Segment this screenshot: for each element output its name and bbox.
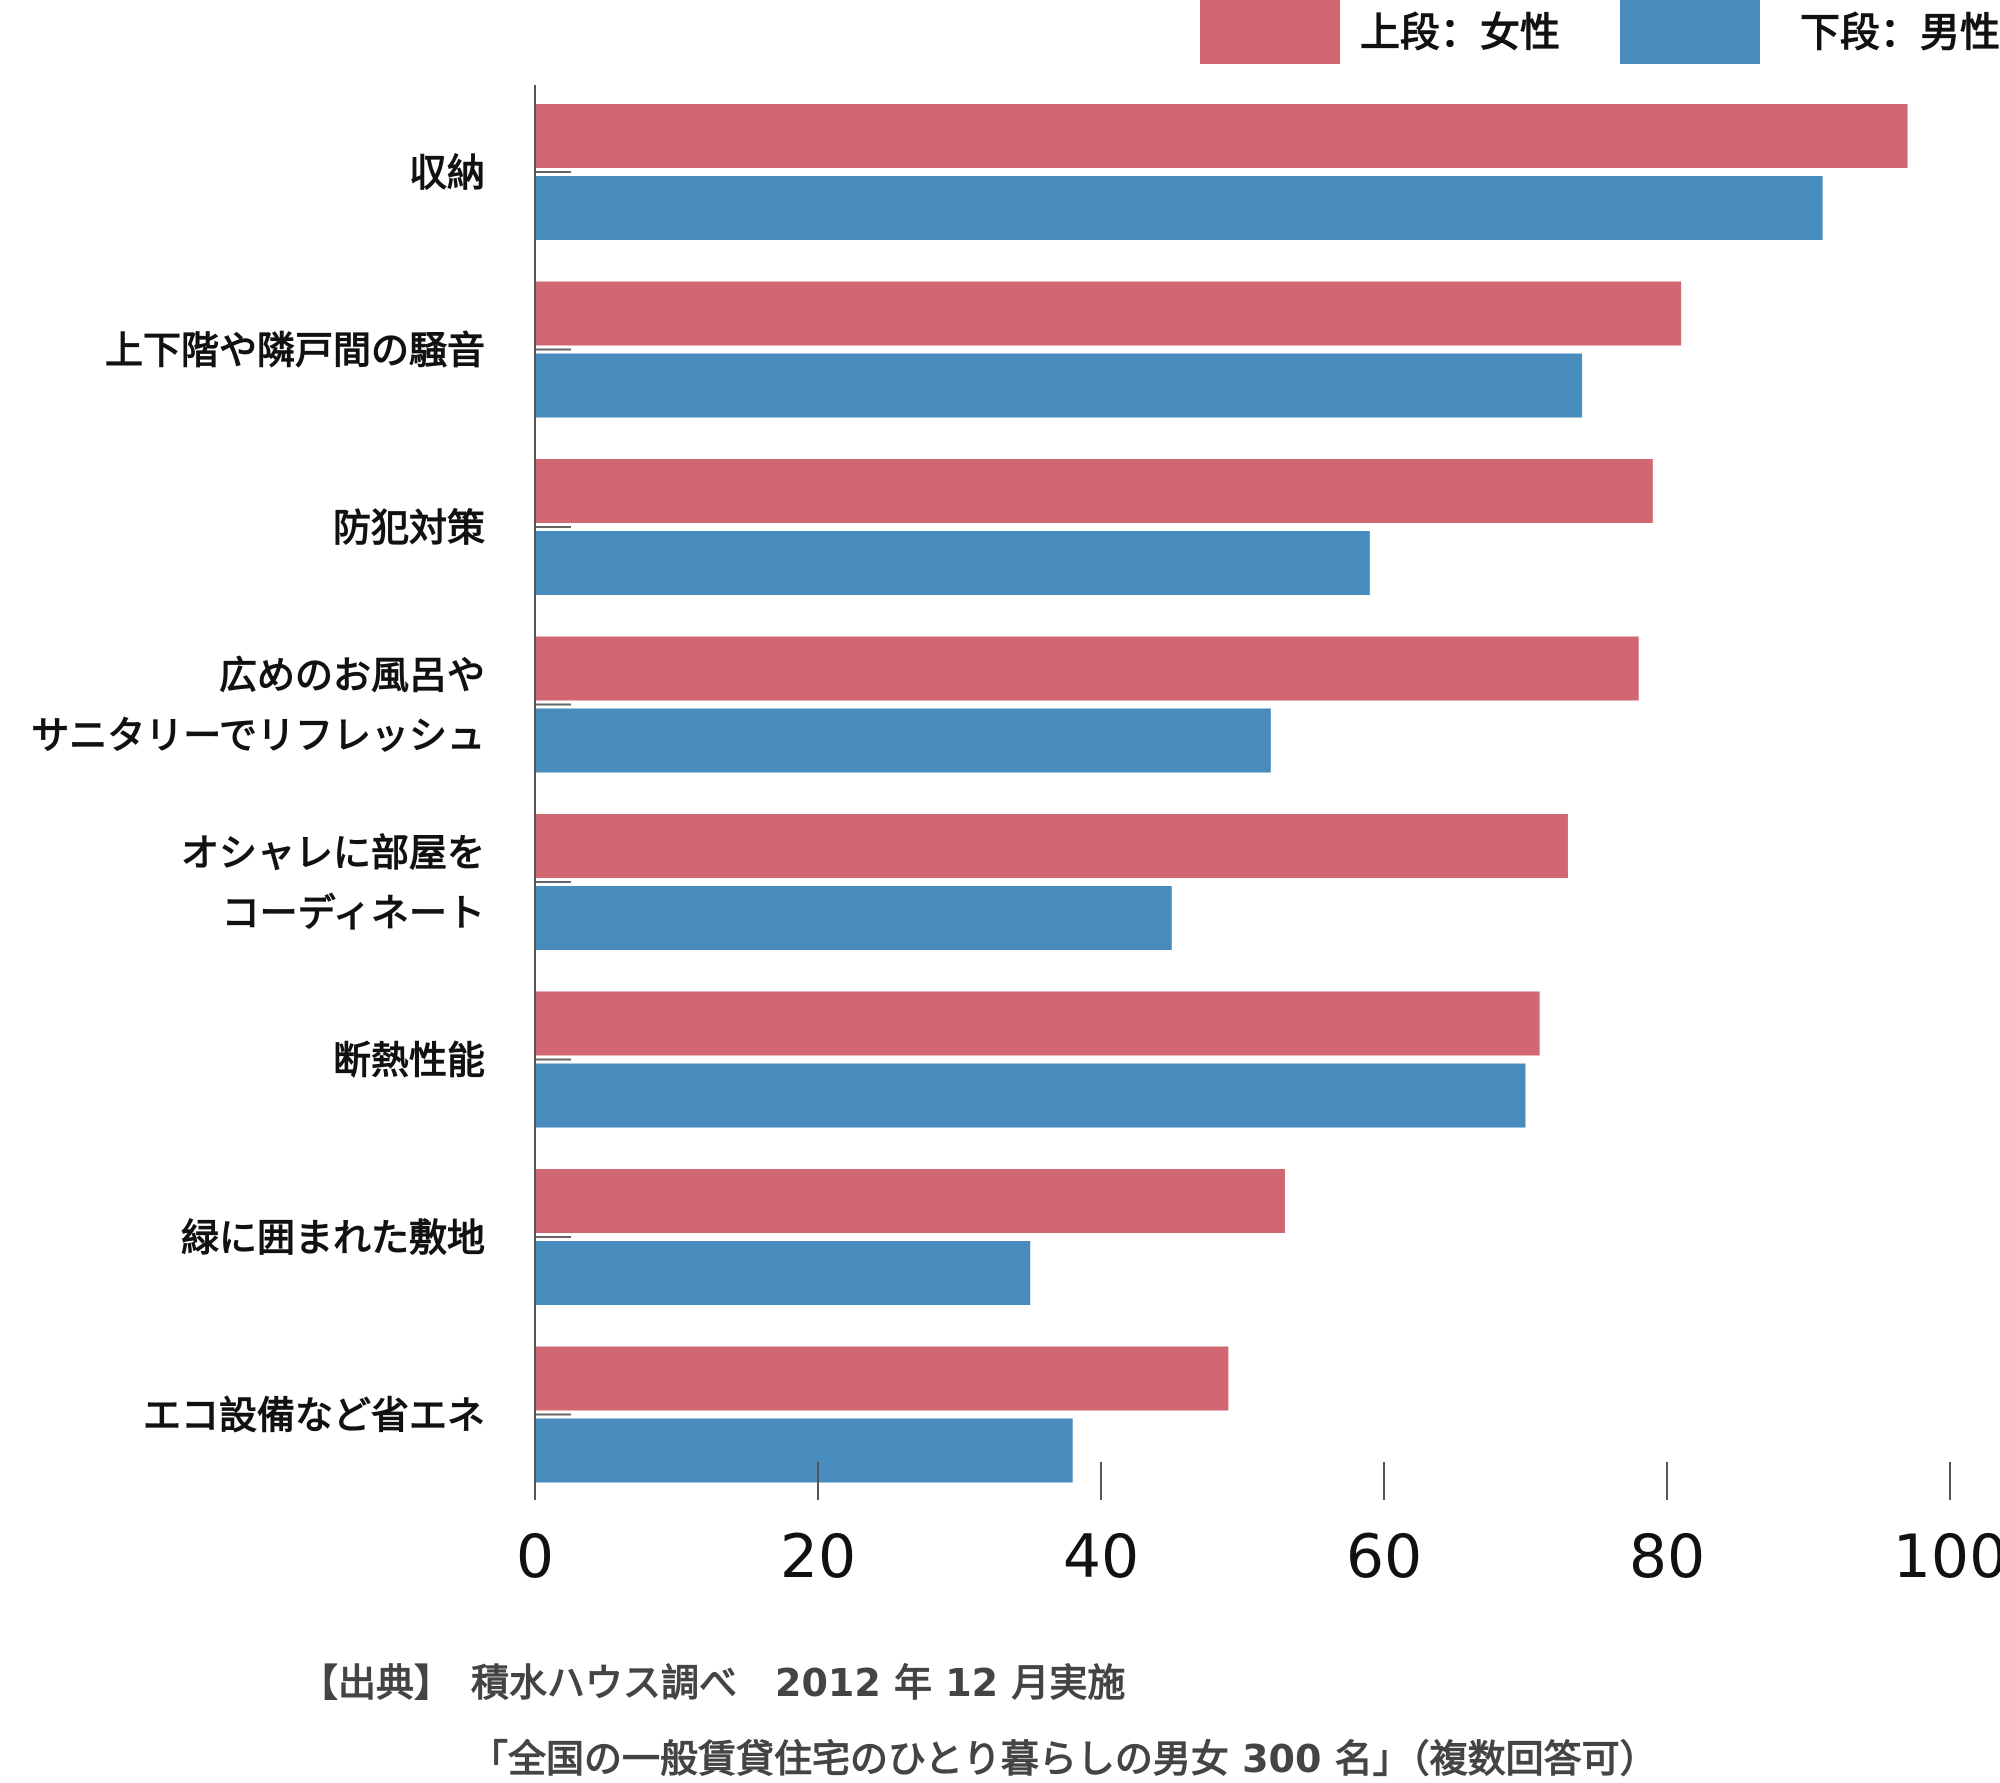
category-label: 収納 <box>409 151 485 195</box>
category-label: サニタリーでリフレッシュ <box>31 714 485 758</box>
x-tick-label: 40 <box>1063 1522 1139 1592</box>
legend: 上段：女性 下段：男性 <box>1200 0 2000 64</box>
bar-female-1 <box>535 281 1682 346</box>
x-tick-label: 80 <box>1629 1522 1705 1592</box>
axes: 0 20 40 60 80 100 <box>516 85 2000 1592</box>
bar-male-7 <box>535 1418 1073 1483</box>
bar-male-3 <box>535 708 1271 773</box>
bar-male-0 <box>535 176 1823 240</box>
category-label: 断熱性能 <box>333 1039 485 1083</box>
legend-label-female: 上段：女性 <box>1360 10 1560 56</box>
bar-female-4 <box>535 814 1568 878</box>
legend-swatch-male <box>1620 0 1760 64</box>
category-label: オシャレに部屋を <box>181 831 485 875</box>
bar-female-6 <box>535 1169 1285 1233</box>
bar-female-7 <box>535 1346 1229 1411</box>
source-line-2: 「全国の一般賃貸住宅のひとり暮らしの男女 300 名」（複数回答可） <box>470 1737 1658 1781</box>
category-labels: 収納上下階や隣戸間の騒音防犯対策広めのお風呂やサニタリーでリフレッシュオシャレに… <box>31 151 485 1438</box>
x-tick-label: 100 <box>1893 1522 2000 1592</box>
category-label: 広めのお風呂や <box>219 654 485 698</box>
bar-male-1 <box>535 353 1583 418</box>
legend-swatch-female <box>1200 0 1340 64</box>
category-label: コーディネート <box>222 891 485 935</box>
bar-male-4 <box>535 886 1172 950</box>
source-line-1: 【出典】 積水ハウス調べ 2012 年 12 月実施 <box>300 1661 1126 1705</box>
bars-group <box>535 104 1908 1483</box>
bar-female-3 <box>535 636 1639 701</box>
bar-female-2 <box>535 459 1653 523</box>
x-tick-label: 60 <box>1346 1522 1422 1592</box>
bar-female-5 <box>535 991 1540 1056</box>
category-label: エコ設備など省エネ <box>143 1394 485 1438</box>
x-tick-label: 0 <box>516 1522 554 1592</box>
bar-male-5 <box>535 1063 1526 1128</box>
category-label: 緑に囲まれた敷地 <box>181 1216 485 1260</box>
bar-female-0 <box>535 104 1908 168</box>
x-tick-label: 20 <box>780 1522 856 1592</box>
category-label: 防犯対策 <box>333 506 485 550</box>
bar-male-2 <box>535 531 1370 595</box>
legend-label-male: 下段：男性 <box>1800 10 2000 56</box>
category-label: 上下階や隣戸間の騒音 <box>105 329 485 373</box>
bar-male-6 <box>535 1241 1031 1305</box>
